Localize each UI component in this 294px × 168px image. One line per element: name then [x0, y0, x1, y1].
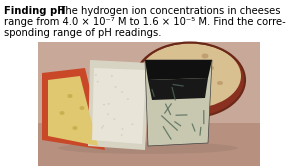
Ellipse shape — [182, 98, 188, 102]
Polygon shape — [148, 78, 208, 100]
Ellipse shape — [171, 70, 180, 76]
Ellipse shape — [191, 86, 198, 91]
Bar — [38, 123, 260, 166]
Text: range from 4.0 × 10⁻⁷ M to 1.6 × 10⁻⁵ M. Find the corre-: range from 4.0 × 10⁻⁷ M to 1.6 × 10⁻⁵ M.… — [4, 17, 286, 27]
Ellipse shape — [111, 75, 113, 77]
Ellipse shape — [102, 125, 104, 127]
Ellipse shape — [163, 89, 168, 92]
Ellipse shape — [97, 81, 98, 82]
Ellipse shape — [68, 94, 73, 98]
Text: sponding range of pH readings.: sponding range of pH readings. — [4, 28, 161, 38]
Ellipse shape — [95, 74, 97, 76]
Polygon shape — [48, 76, 98, 146]
Ellipse shape — [135, 43, 245, 117]
Ellipse shape — [121, 91, 123, 93]
Ellipse shape — [217, 81, 223, 85]
Ellipse shape — [115, 86, 116, 88]
Ellipse shape — [73, 126, 78, 130]
Text: The hydrogen ion concentrations in cheeses: The hydrogen ion concentrations in chees… — [50, 6, 280, 16]
Polygon shape — [42, 68, 105, 150]
Ellipse shape — [121, 128, 123, 130]
Ellipse shape — [206, 66, 214, 71]
Polygon shape — [145, 60, 212, 80]
Ellipse shape — [127, 98, 129, 100]
Bar — [38, 42, 260, 166]
Ellipse shape — [108, 103, 110, 105]
Ellipse shape — [113, 118, 116, 120]
Polygon shape — [145, 60, 212, 146]
Text: Finding pH: Finding pH — [4, 6, 66, 16]
Ellipse shape — [201, 53, 208, 58]
Polygon shape — [92, 68, 146, 144]
Ellipse shape — [79, 106, 84, 110]
Ellipse shape — [121, 134, 123, 136]
Ellipse shape — [59, 111, 64, 115]
Ellipse shape — [58, 142, 238, 154]
Ellipse shape — [101, 127, 103, 129]
Polygon shape — [88, 60, 150, 150]
Ellipse shape — [139, 44, 241, 109]
Ellipse shape — [131, 123, 133, 125]
Ellipse shape — [103, 104, 105, 105]
Ellipse shape — [107, 113, 109, 115]
